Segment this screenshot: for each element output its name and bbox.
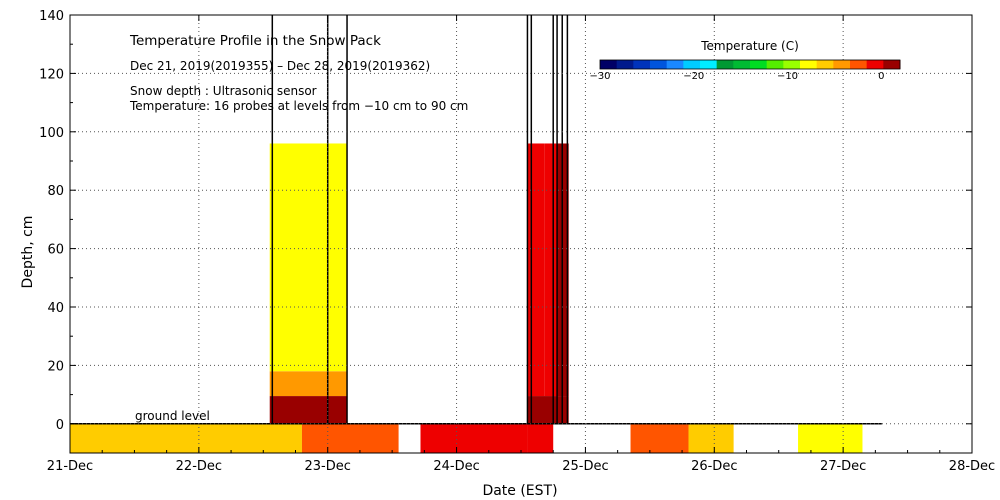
colorbar-swatch bbox=[600, 60, 618, 69]
colorbar-title: Temperature (C) bbox=[700, 39, 799, 53]
colorbar-swatch bbox=[616, 60, 634, 69]
y-tick-label: 100 bbox=[39, 126, 64, 141]
colorbar-tick-label: −30 bbox=[589, 71, 610, 82]
temperature-cell bbox=[269, 396, 348, 424]
axes: 21-Dec 22-Dec 23-Dec 24-Dec 25-Dec 26-Dec 27-D… bbox=[39, 9, 995, 474]
colorbar-swatch bbox=[650, 60, 668, 69]
x-tick-label: 22-Dec bbox=[176, 459, 222, 474]
colorbar-swatch bbox=[883, 60, 901, 69]
x-tick-label: 28-Dec bbox=[949, 459, 995, 474]
colorbar-swatch bbox=[633, 60, 651, 69]
plot-frame bbox=[69, 14, 973, 454]
x-tick-label: 24-Dec bbox=[433, 459, 479, 474]
colorbar-swatch bbox=[766, 60, 784, 69]
x-tick-label: 26-Dec bbox=[691, 459, 737, 474]
y-tick-label: 40 bbox=[47, 301, 64, 316]
y-axis-title: Depth, cm bbox=[20, 216, 36, 289]
note-temperature: Temperature: 16 probes at levels from −1… bbox=[129, 99, 468, 113]
temperature-colorbar: Temperature (C) −30 −20 −10 0 bbox=[589, 39, 901, 82]
y-tick-label: 80 bbox=[47, 184, 64, 199]
y-tick-label: 20 bbox=[47, 359, 64, 374]
note-snow-depth: Snow depth : Ultrasonic sensor bbox=[130, 84, 317, 98]
temperature-cell bbox=[420, 423, 528, 453]
colorbar-frame bbox=[599, 59, 901, 70]
grid-lines bbox=[70, 15, 972, 453]
plot-area bbox=[70, 15, 882, 453]
temperature-cell bbox=[269, 143, 348, 372]
y-tick-label: 60 bbox=[47, 243, 64, 258]
colorbar-swatch bbox=[700, 60, 718, 69]
colorbar-tick-label: −20 bbox=[683, 71, 704, 82]
colorbar-tick-label: −10 bbox=[777, 71, 798, 82]
temperature-cell bbox=[688, 423, 734, 453]
y-tick-label: 0 bbox=[56, 418, 64, 433]
temperature-cell bbox=[527, 423, 554, 453]
y-tick-label: 140 bbox=[39, 9, 64, 24]
ground-level-label: ground level bbox=[135, 409, 210, 423]
temperature-cell bbox=[630, 423, 689, 453]
colorbar-swatch bbox=[716, 60, 734, 69]
chart-subtitle: Dec 21, 2019(2019355) – Dec 28, 2019(201… bbox=[130, 59, 430, 73]
y-tick-label: 120 bbox=[39, 67, 64, 82]
x-tick-label: 21-Dec bbox=[47, 459, 93, 474]
temperature-cell bbox=[527, 143, 545, 397]
x-axis-title: Date (EST) bbox=[482, 483, 557, 499]
colorbar-swatch bbox=[750, 60, 768, 69]
temperature-cell bbox=[269, 371, 348, 397]
temperature-cell bbox=[301, 423, 399, 453]
colorbar-swatch bbox=[816, 60, 834, 69]
x-tick-label: 27-Dec bbox=[820, 459, 866, 474]
x-tick-label: 25-Dec bbox=[562, 459, 608, 474]
colorbar-tick-label: 0 bbox=[878, 71, 884, 82]
temperature-cell bbox=[544, 143, 558, 397]
colorbar-swatch bbox=[850, 60, 868, 69]
temperature-cell bbox=[798, 423, 863, 453]
colorbar-swatch bbox=[866, 60, 884, 69]
x-tick-label: 23-Dec bbox=[305, 459, 351, 474]
colorbar-swatch bbox=[783, 60, 801, 69]
chart-title: Temperature Profile in the Snow Pack bbox=[129, 33, 381, 49]
colorbar-swatch bbox=[666, 60, 684, 69]
colorbar-swatch bbox=[833, 60, 851, 69]
colorbar-swatch bbox=[683, 60, 701, 69]
colorbar-swatch bbox=[733, 60, 751, 69]
temperature-cell bbox=[70, 423, 302, 453]
colorbar-swatch bbox=[800, 60, 818, 69]
